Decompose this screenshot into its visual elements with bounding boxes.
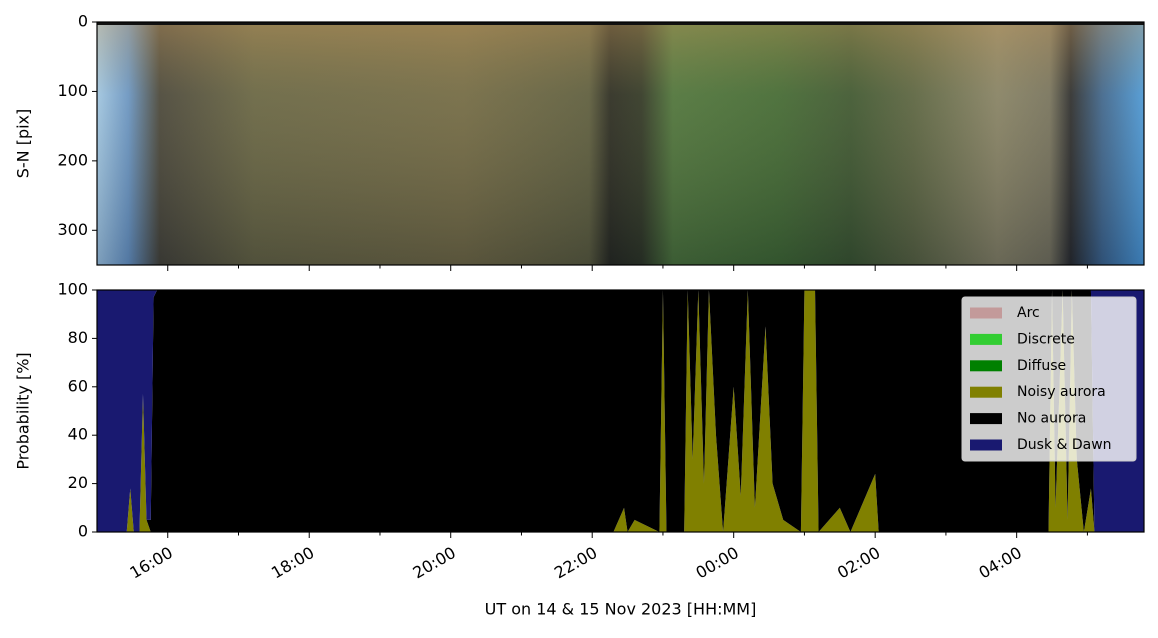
legend-label: Discrete (1017, 331, 1075, 347)
legend: Arc Discrete Diffuse Noisy aurora No aurora D… (961, 296, 1137, 462)
legend-label: Arc (1017, 305, 1040, 321)
y-tick-label: 0 (78, 522, 88, 541)
x-axis-label: UT on 14 & 15 Nov 2023 [HH:MM] (485, 600, 757, 619)
legend-swatch (970, 307, 1002, 319)
x-tick-label: 16:00 (127, 543, 176, 583)
y-tick-label: 60 (68, 376, 88, 395)
y-axis-label: Probability [%] (14, 352, 33, 469)
legend-label: Dusk & Dawn (1017, 437, 1112, 453)
axes-frame (96, 289, 1145, 533)
y-tick-label: 200 (57, 150, 88, 169)
y-tick-label: 100 (57, 280, 88, 299)
probability-panel: 0 20 40 60 80 100 16:00 18:00 20:00 22:00 00:00 02:… (14, 280, 1145, 619)
y-tick-label: 0 (78, 12, 88, 31)
x-tick-label: 20:00 (410, 543, 459, 583)
legend-box (961, 296, 1137, 462)
x-tick-label: 02:00 (834, 543, 883, 583)
x-tick-label: 18:00 (268, 543, 317, 583)
legend-swatch (970, 413, 1002, 425)
y-tick-label: 20 (68, 473, 88, 492)
x-tick-label: 04:00 (975, 543, 1024, 583)
y-tick-label: 80 (68, 328, 88, 347)
keogram-shading (97, 22, 1144, 265)
y-tick-label: 100 (57, 81, 88, 100)
y-tick-label: 40 (68, 425, 88, 444)
legend-label: Noisy aurora (1017, 384, 1106, 400)
legend-swatch (970, 360, 1002, 372)
y-axis-label: S-N [pix] (14, 109, 33, 179)
legend-label: Diffuse (1017, 358, 1066, 374)
area (97, 290, 1144, 532)
legend-label: No aurora (1017, 411, 1086, 427)
x-tick-label: 00:00 (693, 543, 742, 583)
axes-frame (96, 21, 1145, 266)
keogram-edge (97, 22, 1144, 25)
legend-swatch (970, 333, 1002, 345)
x-tick-label: 22:00 (551, 543, 600, 583)
y-tick-label: 300 (57, 220, 88, 239)
legend-swatch (970, 439, 1002, 451)
keogram-panel: 0 100 200 300 S-N [pix] (14, 12, 1145, 271)
legend-swatch (970, 386, 1002, 398)
